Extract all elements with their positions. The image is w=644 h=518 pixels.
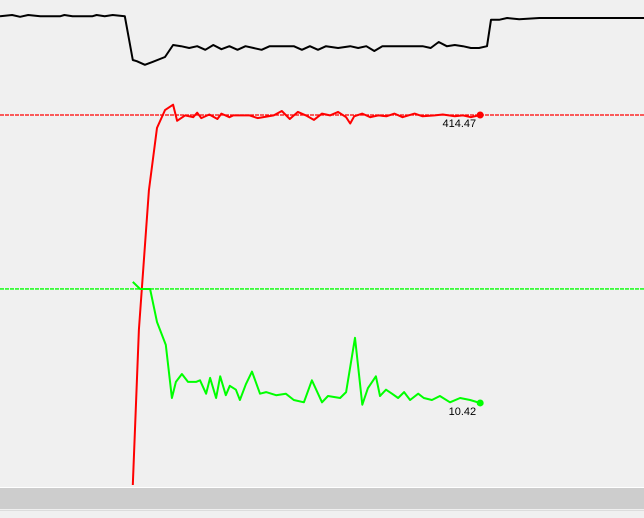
chart-plot-area: 414.47 10.42 <box>0 14 644 486</box>
green-series-line <box>132 281 481 406</box>
green-series-last-point <box>476 399 484 407</box>
green-last-value-label: 10.42 <box>449 406 477 418</box>
red-series-last-point <box>476 111 484 119</box>
horizontal-scrollbar[interactable] <box>0 487 644 509</box>
red-series-line <box>131 103 481 486</box>
red-last-value-label: 414.47 <box>443 118 477 130</box>
black-series-line <box>0 14 644 66</box>
divider <box>0 510 644 511</box>
